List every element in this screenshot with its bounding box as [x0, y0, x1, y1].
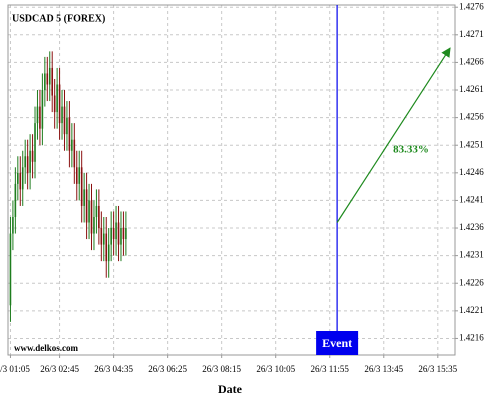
candle-body [107, 244, 110, 262]
y-tick-label: 1.4226 [459, 277, 484, 287]
x-tick-label: 26/3 15:35 [418, 364, 457, 374]
x-tick-label: 26/3 01:05 [0, 364, 30, 374]
candle-body [17, 172, 19, 184]
candle-body [68, 117, 71, 151]
candle-body [9, 233, 12, 306]
candle-body [122, 228, 125, 240]
x-tick-label: 26/3 11:55 [311, 364, 350, 374]
candle-body [36, 106, 39, 124]
x-tick-label: 26/3 06:25 [148, 364, 187, 374]
y-tick-label: 1.4251 [459, 139, 484, 149]
candle-body [24, 156, 26, 168]
x-tick-label: 26/3 08:15 [202, 364, 241, 374]
candle-body [93, 216, 95, 234]
candle-body [12, 216, 14, 234]
candle-body [105, 233, 108, 262]
candle-body [120, 228, 122, 245]
candle-body [63, 106, 66, 135]
candle-body [85, 189, 88, 223]
candle-body [95, 205, 98, 217]
candle-body [73, 139, 76, 168]
candle-body [58, 84, 61, 124]
candle-body [21, 167, 24, 190]
candle-body [75, 167, 78, 184]
candle-body [26, 156, 29, 173]
candle-body [48, 67, 51, 85]
candle-body [14, 183, 17, 217]
x-tick-label: 26/3 02:45 [40, 364, 79, 374]
candle-body [102, 233, 105, 245]
candle-body [78, 167, 81, 184]
candle-body [90, 200, 93, 234]
y-tick-label: 1.4241 [459, 194, 484, 204]
candle-body [44, 73, 46, 91]
candle-body [110, 228, 112, 245]
candle-body [117, 222, 120, 245]
candle-body [80, 167, 83, 206]
y-tick-label: 1.4216 [459, 333, 484, 343]
candle-body [51, 67, 54, 96]
candle-body [46, 73, 49, 85]
candle-body [39, 106, 41, 129]
candle-body [98, 205, 100, 229]
y-tick-label: 1.4246 [459, 167, 484, 177]
candle-body [34, 123, 36, 162]
candle-body [88, 200, 90, 223]
candle-body [71, 139, 73, 151]
candle-body [53, 95, 56, 113]
candle-body [125, 228, 127, 240]
x-axis-label: Date [218, 382, 243, 396]
event-label: Event [322, 336, 352, 350]
y-tick-label: 1.4231 [459, 250, 484, 260]
forecast-arrow [336, 47, 451, 223]
x-tick-label: 26/3 13:45 [364, 364, 403, 374]
y-tick-label: 1.4236 [459, 222, 484, 232]
candle-body [41, 90, 44, 129]
x-tick-label: 26/3 04:35 [94, 364, 133, 374]
candle-body [29, 150, 31, 173]
candle-body [31, 150, 34, 162]
y-tick-label: 1.4261 [459, 84, 484, 94]
candle-body [100, 228, 103, 245]
x-tick-label: 26/3 10:05 [256, 364, 295, 374]
candle-body [19, 172, 22, 190]
chart-title: USDCAD 5 (FOREX) [12, 13, 105, 24]
candle-body [115, 222, 117, 240]
candle-body [112, 228, 115, 240]
y-tick-label: 1.4271 [459, 29, 484, 39]
y-tick-label: 1.4266 [459, 56, 484, 66]
annotation: 83.33% [393, 144, 429, 156]
y-tick-label: 1.4256 [459, 112, 484, 122]
event-box [316, 331, 359, 355]
watermark: www.delkos.com [14, 343, 79, 353]
candle-body [83, 189, 85, 206]
y-tick-label: 1.4221 [459, 305, 484, 315]
candle-body [61, 106, 63, 124]
candle-body [66, 117, 68, 135]
y-tick-label: 1.4276 [459, 1, 484, 11]
candle-body [56, 84, 58, 113]
plot-frame [7, 4, 456, 356]
